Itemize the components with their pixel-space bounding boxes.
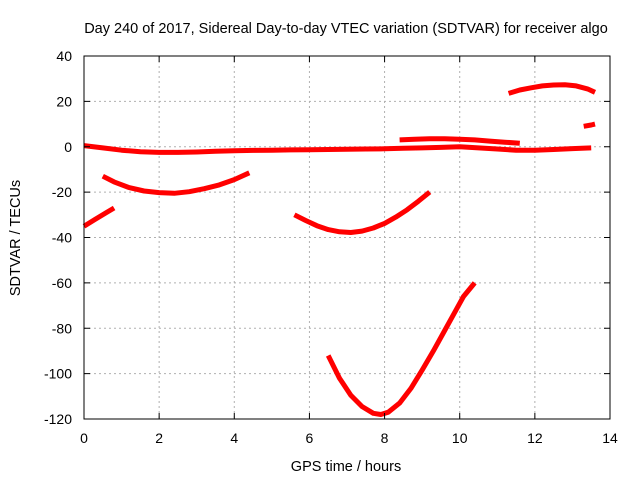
x-tick-labels: 0 2 4 6 8 10 12 14 bbox=[80, 430, 618, 446]
x-tick-label: 10 bbox=[452, 430, 468, 446]
series-line-2 bbox=[101, 170, 251, 196]
chart-title: Day 240 of 2017, Sidereal Day-to-day VTE… bbox=[84, 21, 608, 37]
series-line-4 bbox=[293, 190, 432, 235]
y-tick-label: 20 bbox=[56, 93, 72, 109]
x-axis-label: GPS time / hours bbox=[291, 459, 401, 475]
series-line-6 bbox=[399, 136, 520, 146]
y-tick-label: -20 bbox=[52, 184, 72, 200]
plot-frame bbox=[83, 55, 611, 420]
series-line-7 bbox=[507, 82, 597, 96]
series-layer bbox=[82, 82, 597, 417]
y-tick-label: -100 bbox=[44, 366, 72, 382]
series-line-3 bbox=[83, 143, 592, 155]
x-tick-label: 12 bbox=[527, 430, 543, 446]
y-tick-label: 0 bbox=[64, 139, 72, 155]
y-tick-labels: -120 -100 -80 -60 -40 -20 0 20 40 bbox=[44, 48, 72, 427]
grid bbox=[84, 56, 610, 419]
x-tick-label: 14 bbox=[602, 430, 618, 446]
y-tick-label: 40 bbox=[56, 48, 72, 64]
series-line-5 bbox=[325, 281, 477, 417]
series-line-1 bbox=[82, 205, 116, 229]
ticks bbox=[83, 55, 611, 420]
x-tick-label: 4 bbox=[230, 430, 238, 446]
x-tick-label: 2 bbox=[155, 430, 163, 446]
y-tick-label: -40 bbox=[52, 230, 72, 246]
y-axis-label: SDTVAR / TECUs bbox=[8, 180, 24, 296]
x-tick-label: 8 bbox=[381, 430, 389, 446]
x-tick-label: 6 bbox=[306, 430, 314, 446]
y-tick-label: -80 bbox=[52, 320, 72, 336]
y-tick-label: -60 bbox=[52, 275, 72, 291]
series-line-8 bbox=[583, 121, 596, 129]
x-tick-label: 0 bbox=[80, 430, 88, 446]
y-tick-label: -120 bbox=[44, 411, 72, 427]
